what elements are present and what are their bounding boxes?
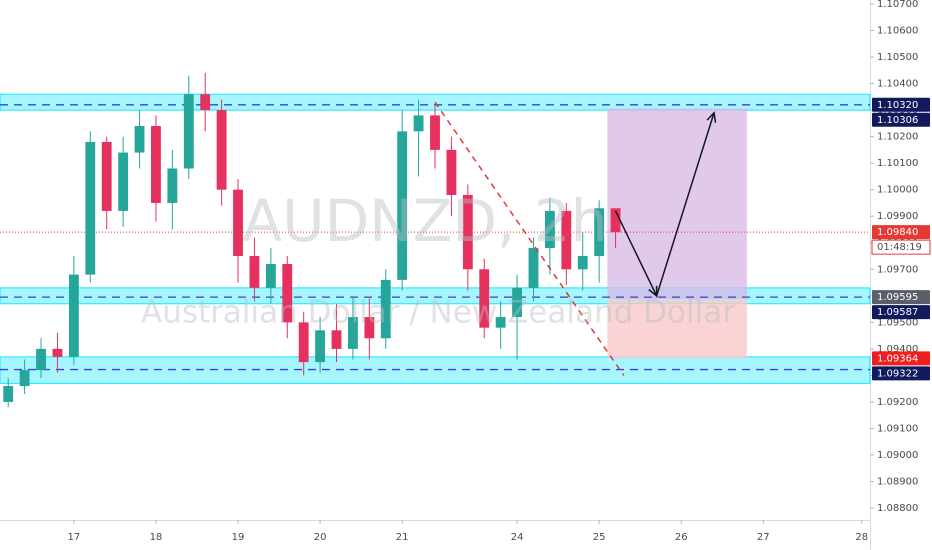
y-tick-label: 1.09400 bbox=[877, 344, 918, 355]
candle-body bbox=[249, 256, 260, 288]
price-label-box bbox=[872, 366, 930, 381]
x-tick-label: 24 bbox=[511, 532, 524, 543]
x-tick-label: 20 bbox=[314, 532, 327, 543]
candle-body bbox=[413, 115, 424, 132]
x-tick-label: 27 bbox=[757, 532, 770, 543]
candle-body bbox=[233, 189, 243, 257]
time-panel bbox=[0, 521, 870, 550]
candle-body bbox=[200, 94, 211, 111]
candle-body bbox=[397, 131, 408, 280]
candle-body bbox=[183, 94, 194, 169]
y-tick-label: 1.10700 bbox=[877, 0, 918, 10]
y-tick-label: 1.10000 bbox=[877, 185, 918, 196]
y-tick-label: 1.10500 bbox=[877, 52, 918, 63]
x-tick-label: 21 bbox=[396, 532, 409, 543]
candle-body bbox=[101, 141, 112, 211]
candle-body bbox=[446, 149, 457, 195]
candle-body bbox=[68, 274, 79, 357]
price-label-box bbox=[872, 97, 930, 112]
candle-body bbox=[3, 386, 14, 402]
candle-body bbox=[380, 279, 391, 339]
candle-body bbox=[348, 317, 358, 349]
candle-body bbox=[610, 208, 621, 233]
candle-body bbox=[265, 263, 276, 288]
price-label-box bbox=[872, 112, 930, 127]
y-tick-label: 1.09000 bbox=[877, 450, 918, 461]
candle-body bbox=[479, 269, 490, 328]
candle-body bbox=[85, 141, 96, 275]
x-tick-label: 18 bbox=[150, 532, 163, 543]
candle-body bbox=[577, 256, 588, 270]
price-label: 1.09322 bbox=[877, 368, 918, 379]
price-label: 1.09587 bbox=[877, 307, 918, 318]
y-tick-label: 1.10400 bbox=[877, 79, 918, 90]
price-label-box bbox=[872, 351, 930, 366]
candle-body bbox=[298, 322, 309, 363]
y-tick-label: 1.08800 bbox=[877, 503, 918, 514]
candle-body bbox=[282, 263, 293, 323]
candle-body bbox=[561, 210, 572, 270]
y-tick-label: 1.09100 bbox=[877, 423, 918, 434]
candle-body bbox=[167, 168, 178, 203]
candle-body bbox=[544, 210, 555, 249]
x-tick-label: 28 bbox=[855, 532, 868, 543]
x-tick-label: 25 bbox=[593, 532, 606, 543]
price-label-box bbox=[872, 290, 930, 305]
candle-body bbox=[216, 110, 227, 190]
candle-body bbox=[52, 348, 63, 357]
arrow-head bbox=[706, 111, 717, 123]
watermark-subtitle: Australian Dollar / New Zealand Dollar bbox=[141, 295, 735, 331]
y-tick-label: 1.09200 bbox=[877, 397, 918, 408]
y-tick-label: 1.08900 bbox=[877, 477, 918, 488]
candle-body bbox=[430, 115, 440, 150]
y-tick-label: 1.09700 bbox=[877, 264, 918, 275]
price-label-box bbox=[872, 225, 930, 240]
candle-body bbox=[315, 330, 326, 363]
price-label: 1.10320 bbox=[877, 100, 918, 111]
price-label: 1.09595 bbox=[877, 292, 918, 303]
countdown: 01:48:19 bbox=[877, 242, 922, 253]
x-tick-label: 17 bbox=[68, 532, 81, 543]
candle-body bbox=[118, 152, 129, 211]
arrow-head bbox=[648, 285, 658, 298]
candle-body bbox=[36, 348, 46, 371]
candle-body bbox=[19, 370, 30, 387]
y-tick-label: 1.09500 bbox=[877, 317, 918, 328]
countdown-box bbox=[871, 239, 931, 255]
axis-panel bbox=[871, 0, 932, 550]
candle-body bbox=[512, 287, 522, 318]
y-tick-label: 1.09900 bbox=[877, 211, 918, 222]
candle-body bbox=[495, 317, 506, 328]
candle-body bbox=[594, 208, 605, 257]
y-tick-label: 1.10200 bbox=[877, 132, 918, 143]
y-tick-label: 1.10600 bbox=[877, 26, 918, 37]
candle-body bbox=[331, 330, 342, 349]
candle-body bbox=[134, 126, 145, 153]
candle-body bbox=[151, 126, 161, 203]
x-tick-label: 19 bbox=[232, 532, 245, 543]
watermark: AUDNZD, 2h bbox=[242, 187, 607, 255]
candle-body bbox=[364, 317, 375, 339]
price-label: 1.09364 bbox=[877, 353, 918, 364]
price-label-box bbox=[872, 305, 930, 320]
price-label: 1.10306 bbox=[877, 115, 918, 126]
candle-body bbox=[462, 195, 473, 270]
price-label: 1.09840 bbox=[877, 227, 918, 238]
trendline bbox=[434, 101, 625, 376]
candle-body bbox=[528, 248, 539, 288]
profit-zone bbox=[607, 108, 747, 300]
x-tick-label: 26 bbox=[675, 532, 688, 543]
loss-zone bbox=[607, 299, 747, 359]
y-tick-label: 1.10100 bbox=[877, 158, 918, 169]
